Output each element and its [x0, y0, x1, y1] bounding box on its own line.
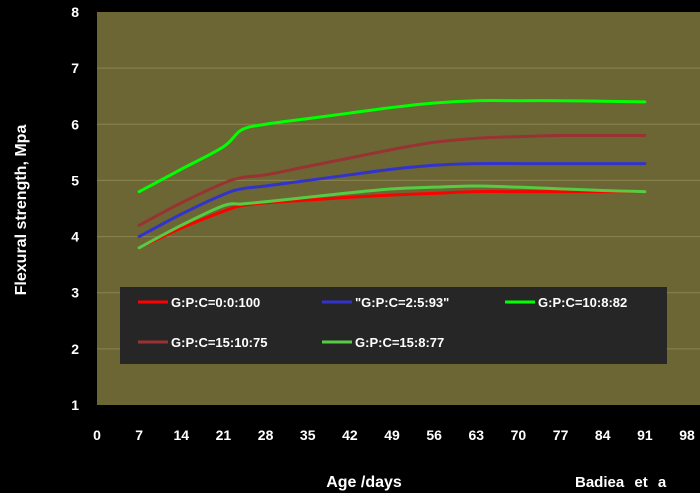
y-tick-labels: 1 2 3 4 5 6 7 8 [71, 4, 79, 413]
x-tick-label: 98 [679, 427, 695, 443]
x-tick-label: 28 [258, 427, 274, 443]
y-tick-label: 3 [71, 285, 79, 301]
series-line-3 [137, 99, 647, 194]
legend-entry: G:P:C=0:0:100 [171, 295, 260, 310]
series-line-1 [137, 190, 647, 250]
legend-entry: G:P:C=10:8:82 [538, 295, 627, 310]
y-tick-label: 2 [71, 341, 79, 357]
legend-entry: G:P:C=15:10:75 [171, 335, 267, 350]
y-tick-label: 5 [71, 172, 79, 188]
series-line-4 [137, 133, 647, 227]
x-tick-label: 14 [173, 427, 189, 443]
legend-box [120, 287, 667, 364]
x-tick-label: 42 [342, 427, 358, 443]
x-tick-label: 84 [595, 427, 611, 443]
series-lines [137, 99, 647, 250]
y-axis-label: Flexural strength, Mpa [13, 125, 30, 296]
x-tick-labels: 0 7 14 21 28 35 42 49 56 63 70 77 84 91 98 [93, 427, 695, 443]
x-tick-label: 70 [511, 427, 527, 443]
x-tick-label: 21 [216, 427, 232, 443]
x-tick-label: 56 [426, 427, 442, 443]
x-tick-label: 49 [384, 427, 400, 443]
series-line-2 [137, 161, 647, 239]
legend-entry: "G:P:C=2:5:93" [355, 295, 449, 310]
x-tick-label: 63 [468, 427, 484, 443]
x-tick-label: 0 [93, 427, 101, 443]
x-tick-label: 7 [135, 427, 143, 443]
y-tick-label: 8 [71, 4, 79, 20]
legend-entry: G:P:C=15:8:77 [355, 335, 444, 350]
credit-text: Badiea et a [575, 474, 667, 491]
x-tick-label: 91 [637, 427, 653, 443]
legend: G:P:C=0:0:100 "G:P:C=2:5:93" G:P:C=10:8:82… [120, 287, 667, 364]
y-tick-label: 1 [71, 397, 79, 413]
y-tick-label: 4 [71, 229, 79, 245]
y-tick-label: 6 [71, 116, 79, 132]
x-tick-label: 77 [553, 427, 569, 443]
y-tick-label: 7 [71, 60, 79, 76]
x-tick-label: 35 [300, 427, 316, 443]
series-line-5 [137, 184, 647, 250]
x-axis-label: Age /days [326, 474, 402, 491]
